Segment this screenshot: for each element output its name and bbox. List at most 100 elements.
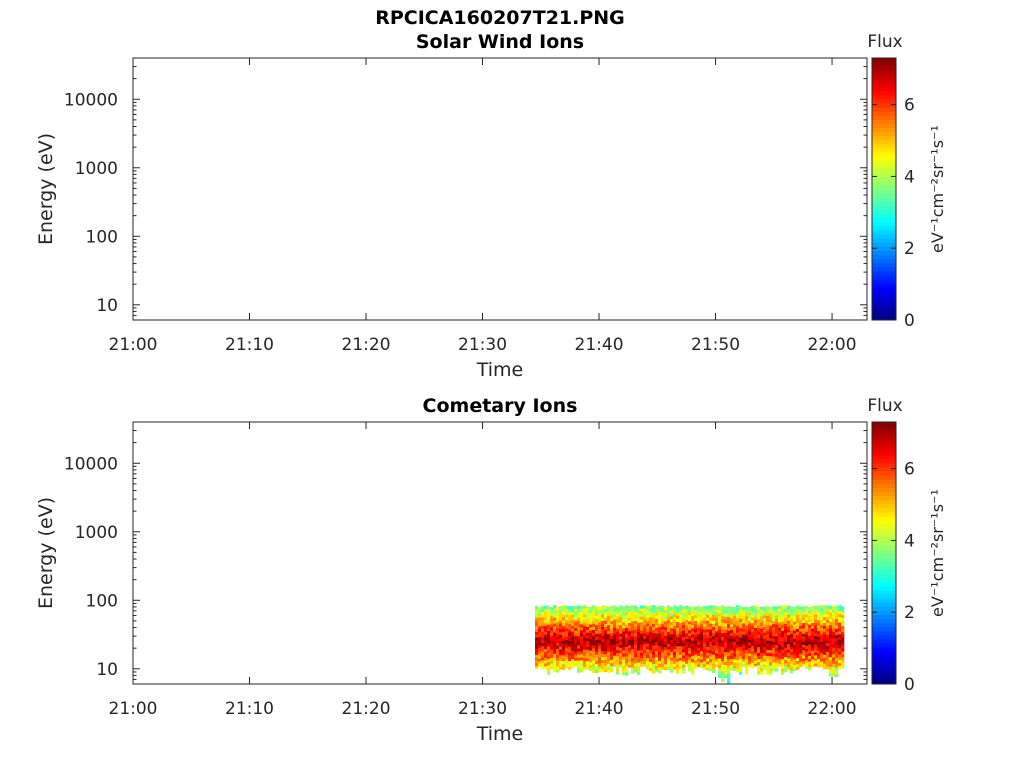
heatmap-cell bbox=[703, 646, 707, 650]
colorbar-frame bbox=[871, 57, 897, 321]
heatmap-cell bbox=[730, 664, 734, 668]
heatmap-cell bbox=[751, 611, 755, 615]
heatmap-cell bbox=[727, 641, 731, 646]
heatmap-cell bbox=[670, 636, 674, 641]
heatmap-cell bbox=[724, 661, 728, 665]
heatmap-cell bbox=[619, 611, 623, 615]
heatmap-cell bbox=[838, 642, 842, 646]
heatmap-cell bbox=[841, 654, 845, 658]
heatmap-cell bbox=[583, 661, 587, 665]
heatmap-cell bbox=[787, 637, 791, 642]
heatmap-cell bbox=[769, 613, 773, 617]
colorbar-band bbox=[872, 229, 896, 235]
colorbar-band bbox=[872, 197, 896, 202]
colorbar-band bbox=[872, 499, 896, 505]
heatmap-cell bbox=[655, 609, 659, 614]
heatmap-cell bbox=[664, 635, 668, 639]
heatmap-cell bbox=[544, 620, 548, 624]
heatmap-cell bbox=[634, 660, 638, 664]
heatmap-cell bbox=[748, 612, 752, 616]
heatmap-cell bbox=[724, 606, 728, 611]
heatmap-cell bbox=[616, 622, 620, 626]
heatmap-cell bbox=[610, 612, 614, 616]
heatmap-cell bbox=[643, 663, 647, 667]
colorbar-band bbox=[872, 675, 896, 681]
heatmap-cell bbox=[568, 640, 572, 644]
heatmap-cell bbox=[583, 637, 587, 641]
heatmap-cell bbox=[625, 605, 629, 609]
colorbar-band bbox=[872, 193, 896, 198]
heatmap-cell bbox=[826, 660, 830, 664]
colorbar-band bbox=[872, 262, 896, 268]
heatmap-cell bbox=[691, 661, 695, 666]
heatmap-cell bbox=[697, 611, 701, 615]
heatmap-cell bbox=[556, 615, 560, 620]
heatmap-cell bbox=[562, 631, 566, 635]
heatmap-cell bbox=[841, 617, 845, 621]
heatmap-cell bbox=[697, 647, 701, 651]
heatmap-cell bbox=[595, 657, 599, 661]
heatmap-cell bbox=[685, 652, 689, 656]
heatmap-cell bbox=[679, 622, 683, 626]
heatmap-cell bbox=[706, 611, 710, 615]
heatmap-cell bbox=[670, 627, 674, 632]
heatmap-cell bbox=[715, 619, 719, 623]
heatmap-cell bbox=[544, 637, 548, 641]
heatmap-cell bbox=[625, 630, 629, 635]
heatmap-cell bbox=[823, 663, 827, 667]
heatmap-cell bbox=[811, 606, 815, 610]
heatmap-cell bbox=[727, 648, 731, 653]
heatmap-cell bbox=[577, 651, 581, 655]
colorbar-band bbox=[872, 671, 896, 677]
heatmap-cell bbox=[832, 634, 836, 639]
panel-title: Solar Wind Ions bbox=[416, 31, 584, 53]
heatmap-cell bbox=[547, 652, 551, 656]
heatmap-cell bbox=[805, 645, 809, 649]
heatmap-cell bbox=[583, 611, 587, 615]
heatmap-cell bbox=[622, 665, 626, 670]
heatmap-cell bbox=[703, 629, 707, 633]
colorbar-band bbox=[872, 311, 896, 317]
heatmap-cell bbox=[595, 621, 599, 625]
heatmap-cell bbox=[820, 655, 824, 659]
heatmap-cell bbox=[676, 621, 680, 625]
heatmap-cell bbox=[841, 628, 845, 632]
heatmap-cell bbox=[571, 608, 575, 612]
heatmap-cell bbox=[727, 637, 731, 642]
heatmap-cell bbox=[811, 661, 815, 665]
heatmap-cell bbox=[784, 632, 788, 636]
heatmap-cell bbox=[586, 666, 590, 670]
heatmap-cell bbox=[670, 619, 674, 623]
heatmap-cell bbox=[631, 617, 635, 621]
heatmap-cell bbox=[802, 628, 806, 632]
heatmap-cell bbox=[625, 640, 629, 644]
heatmap-cell bbox=[826, 616, 830, 621]
heatmap-cell bbox=[655, 624, 659, 628]
colorbar-band bbox=[872, 279, 896, 284]
heatmap-cell bbox=[688, 662, 692, 666]
heatmap-cell bbox=[763, 643, 767, 648]
heatmap-cell bbox=[661, 640, 665, 644]
heatmap-cell bbox=[721, 664, 725, 669]
heatmap-cell bbox=[745, 661, 749, 666]
heatmap-cell bbox=[604, 611, 608, 615]
heatmap-cell bbox=[703, 658, 707, 662]
heatmap-cell bbox=[733, 638, 737, 643]
heatmap-cell bbox=[796, 611, 800, 615]
heatmap-cell bbox=[652, 645, 656, 649]
heatmap-cell bbox=[736, 635, 740, 639]
heatmap-cell bbox=[673, 634, 677, 638]
heatmap-cell bbox=[577, 660, 581, 664]
heatmap-cell bbox=[745, 640, 749, 644]
heatmap-cell bbox=[823, 608, 827, 612]
heatmap-cell bbox=[796, 652, 800, 656]
x-tick-label: 21:50 bbox=[691, 699, 740, 719]
heatmap-cell bbox=[538, 647, 542, 651]
heatmap-cell bbox=[577, 654, 581, 658]
heatmap-cell bbox=[580, 669, 584, 673]
heatmap-cell bbox=[649, 655, 653, 660]
heatmap-cell bbox=[808, 612, 812, 616]
heatmap-cell bbox=[541, 665, 545, 669]
heatmap-cell bbox=[691, 634, 695, 638]
heatmap-cell bbox=[547, 640, 551, 644]
